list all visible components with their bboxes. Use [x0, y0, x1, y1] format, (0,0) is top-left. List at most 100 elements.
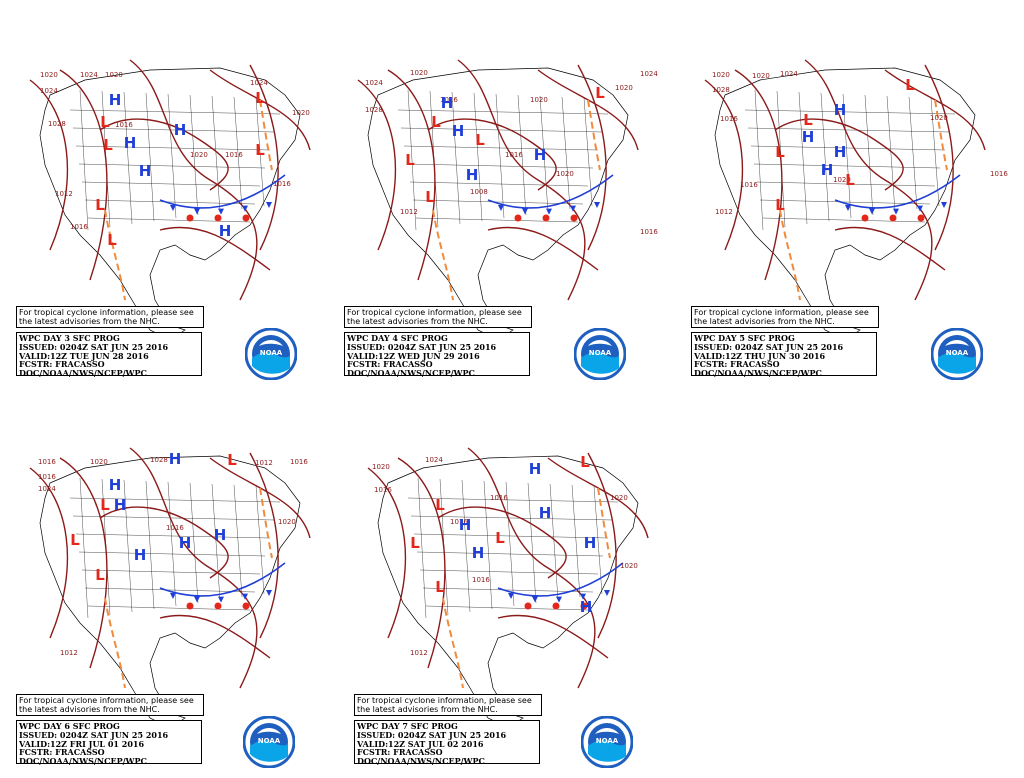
cold-front-barb	[869, 208, 875, 215]
isobar-label: 1024	[38, 485, 56, 493]
state-border	[527, 482, 537, 604]
isobar	[249, 64, 279, 251]
isobar	[427, 118, 557, 191]
low-pressure-center: L	[580, 453, 590, 471]
warm-front-bump	[214, 214, 222, 222]
isobar-label: 1012	[255, 459, 273, 467]
state-border	[908, 96, 918, 210]
isobar-label: 1020	[930, 114, 948, 122]
high-pressure-center: H	[109, 91, 122, 109]
state-border	[419, 569, 599, 575]
low-pressure-center: L	[595, 84, 605, 102]
tropical-cyclone-notice: For tropical cyclone information, please…	[344, 306, 532, 328]
trough	[432, 209, 454, 301]
warm-front-bump	[889, 214, 897, 222]
warm-front-bump	[917, 214, 925, 222]
isobar-label: 1020	[90, 458, 108, 466]
product-title: WPC DAY 4 SFC PROG	[347, 333, 448, 343]
isobar-label: 1028	[712, 86, 730, 94]
forecast-panel-day6: 1016 1020 1016 1024 1028 1012 1016 1020 1016 1012…	[10, 428, 340, 778]
low-pressure-center: L	[100, 496, 110, 514]
isobar	[804, 59, 933, 301]
low-pressure-center: L	[905, 76, 915, 94]
isobar	[209, 69, 311, 151]
state-border	[483, 480, 493, 610]
issued-time: ISSUED: 0204Z SAT JUN 25 2016	[19, 729, 169, 740]
isobar	[734, 69, 783, 281]
isobar-label: 1016	[273, 180, 291, 188]
isobar-label: 1012	[60, 649, 78, 657]
noaa-logo-text: NOAA	[258, 737, 281, 745]
high-pressure-center: H	[834, 143, 847, 161]
state-border	[505, 481, 515, 607]
forecaster: FCSTR: FRACASSO	[694, 359, 780, 370]
isobar-label: 1028	[365, 106, 383, 114]
trough	[259, 487, 273, 559]
forecaster: FCSTR: FRACASSO	[19, 359, 105, 370]
surface-map: 1016 1020 1016 1024 1028 1012 1016 1020 1016 1012…	[29, 447, 311, 728]
isobar-label: 1012	[410, 649, 428, 657]
issued-time: ISSUED: 0204Z SAT JUN 25 2016	[694, 341, 844, 352]
isobar-label: 1020	[410, 69, 428, 77]
isobar	[577, 64, 607, 251]
state-border	[123, 91, 133, 225]
state-border	[81, 569, 261, 575]
state-border	[233, 484, 243, 598]
surface-map: 102010161024101610161020101610201012HHHH…	[367, 447, 649, 728]
isobar-label: 1016	[720, 115, 738, 123]
tropical-cyclone-notice: For tropical cyclone information, please…	[16, 306, 204, 328]
high-pressure-center: H	[472, 544, 485, 562]
product-info-box: WPC DAY 4 SFC PROG ISSUED: 0204Z SAT JUN …	[344, 332, 530, 377]
isobar-label: 1016	[472, 576, 490, 584]
state-border	[69, 109, 281, 115]
trough	[104, 597, 126, 689]
high-pressure-center: H	[214, 526, 227, 544]
state-border	[425, 605, 589, 611]
state-border	[409, 181, 589, 187]
low-pressure-center: L	[845, 171, 855, 189]
state-border	[72, 515, 276, 521]
cold-front-barb	[194, 208, 200, 215]
state-border	[211, 483, 221, 601]
isobar-label: 1020	[610, 494, 628, 502]
isobar	[59, 69, 108, 281]
noaa-logo: NOAA	[581, 716, 633, 768]
high-pressure-center: H	[821, 161, 834, 179]
isobar-label: 1016	[374, 486, 392, 494]
warm-front-bump	[242, 602, 250, 610]
isobar	[884, 69, 986, 151]
state-border	[255, 485, 265, 595]
isobar-label: 1020	[833, 176, 851, 184]
warm-front-bump	[242, 214, 250, 222]
agency: DOC/NOAA/NWS/NCEP/WPC	[19, 756, 147, 767]
high-pressure-center: H	[174, 121, 187, 139]
state-border	[461, 479, 471, 613]
state-border	[539, 95, 549, 213]
isobar-label: 1020	[556, 170, 574, 178]
valid-time: VALID:12Z THU JUN 30 2016	[694, 350, 826, 361]
state-border	[451, 91, 461, 225]
isobar-label: 1020	[530, 96, 548, 104]
low-pressure-center: L	[227, 451, 237, 469]
coastline	[377, 455, 639, 728]
isobar-label: 1012	[715, 208, 733, 216]
state-border	[407, 89, 417, 231]
cold-front-barb	[570, 205, 576, 212]
noaa-logo: NOAA	[931, 328, 983, 380]
surface-map: 1020 1024 1028 1016 1020 1020 1016 1020 1016 1012…	[704, 59, 1008, 340]
forecast-panel-day3: 1020 1024 1024 1020 1028 1016 1020 1024 1020 1016…	[10, 40, 340, 390]
low-pressure-center: L	[425, 188, 435, 206]
isobar-label: 1020	[752, 72, 770, 80]
trough	[587, 99, 601, 171]
tropical-cyclone-notice: For tropical cyclone information, please…	[691, 306, 879, 328]
state-border	[754, 89, 764, 231]
state-border	[842, 93, 852, 219]
high-pressure-center: H	[534, 146, 547, 164]
state-border	[571, 484, 581, 598]
isobar	[159, 614, 271, 659]
isobar-label: 1024	[425, 456, 443, 464]
isobar	[547, 457, 649, 539]
cold-front-barb	[941, 201, 947, 208]
high-pressure-center: H	[466, 166, 479, 184]
isobar	[99, 118, 229, 191]
